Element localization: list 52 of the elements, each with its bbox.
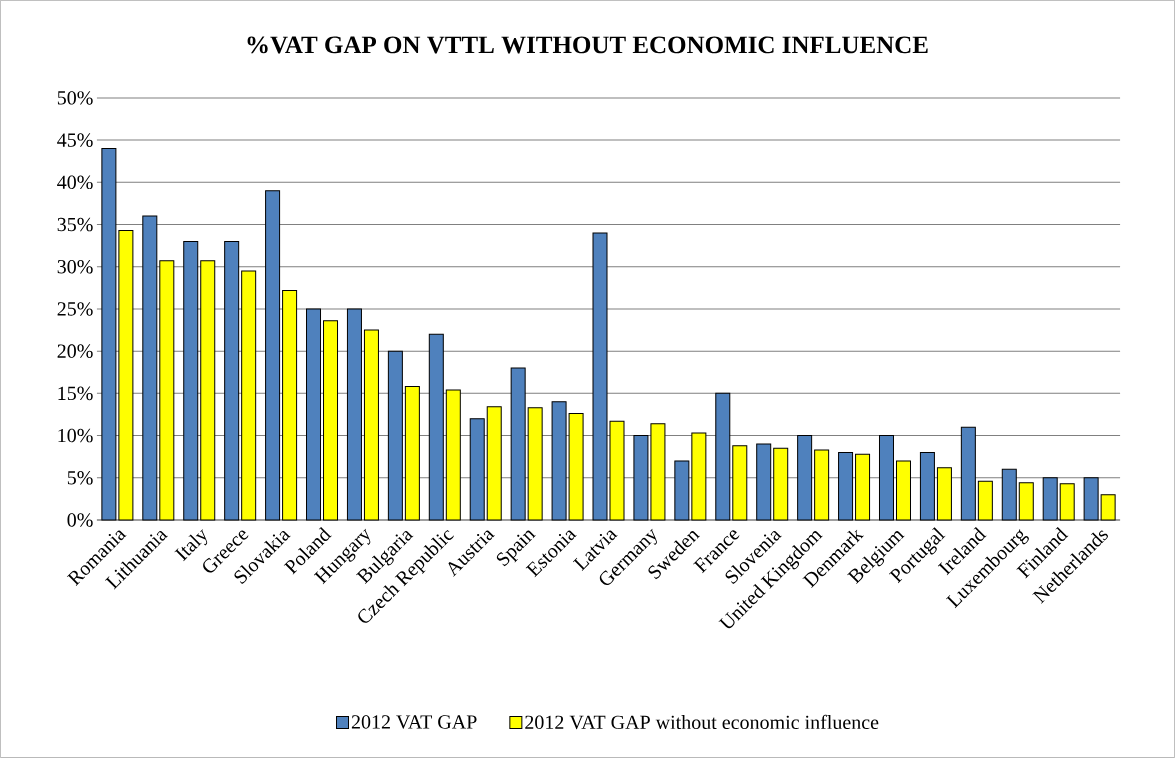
bar bbox=[855, 453, 871, 521]
bar bbox=[445, 389, 461, 521]
bar bbox=[797, 435, 813, 521]
y-tick-label: 10% bbox=[58, 428, 93, 443]
y-tick-label: 25% bbox=[57, 302, 93, 316]
bar bbox=[265, 190, 281, 521]
y-tick-label: 15% bbox=[58, 386, 93, 401]
bar bbox=[936, 467, 952, 521]
y-tick-label: 50% bbox=[57, 91, 93, 105]
bar bbox=[814, 449, 830, 521]
bar bbox=[1059, 483, 1075, 521]
bar bbox=[159, 260, 175, 521]
bar bbox=[346, 308, 362, 521]
bar bbox=[895, 460, 911, 521]
bar bbox=[224, 240, 240, 521]
bar bbox=[527, 407, 543, 521]
bar bbox=[183, 240, 199, 521]
bar bbox=[323, 320, 339, 521]
y-tick-label: 40% bbox=[57, 175, 93, 190]
bar bbox=[404, 386, 420, 521]
y-tick-label: 45% bbox=[57, 133, 93, 147]
bar bbox=[200, 260, 216, 521]
bar bbox=[1001, 468, 1017, 521]
bar bbox=[715, 392, 731, 521]
bar bbox=[306, 308, 322, 521]
bar bbox=[773, 447, 789, 521]
legend-label: 2012 VAT GAP bbox=[351, 715, 477, 729]
bar bbox=[960, 426, 976, 521]
bar bbox=[878, 435, 894, 521]
bar bbox=[363, 329, 379, 521]
y-tick-label: 20% bbox=[57, 344, 93, 358]
legend-label: 2012 VAT GAP without economic influence bbox=[525, 714, 879, 730]
bar bbox=[282, 289, 298, 521]
y-tick-label: 30% bbox=[57, 259, 93, 274]
bar bbox=[428, 333, 444, 521]
bar bbox=[919, 451, 935, 521]
bar bbox=[142, 215, 158, 521]
y-tick-label: 35% bbox=[57, 217, 93, 232]
y-tick-label: 0% bbox=[67, 513, 93, 527]
bar bbox=[1042, 477, 1058, 521]
chart-title: %VAT GAP ON VTTL WITHOUT ECONOMIC INFLUENCE bbox=[247, 36, 928, 54]
bar bbox=[486, 406, 502, 521]
bar bbox=[732, 445, 748, 521]
bar bbox=[977, 480, 993, 521]
bar bbox=[1018, 482, 1034, 521]
bar bbox=[387, 350, 403, 521]
bar bbox=[510, 367, 526, 521]
y-tick-label: 5% bbox=[67, 471, 93, 485]
bar bbox=[469, 418, 485, 521]
bar bbox=[241, 270, 257, 521]
bar bbox=[756, 443, 772, 521]
bar bbox=[838, 451, 854, 521]
